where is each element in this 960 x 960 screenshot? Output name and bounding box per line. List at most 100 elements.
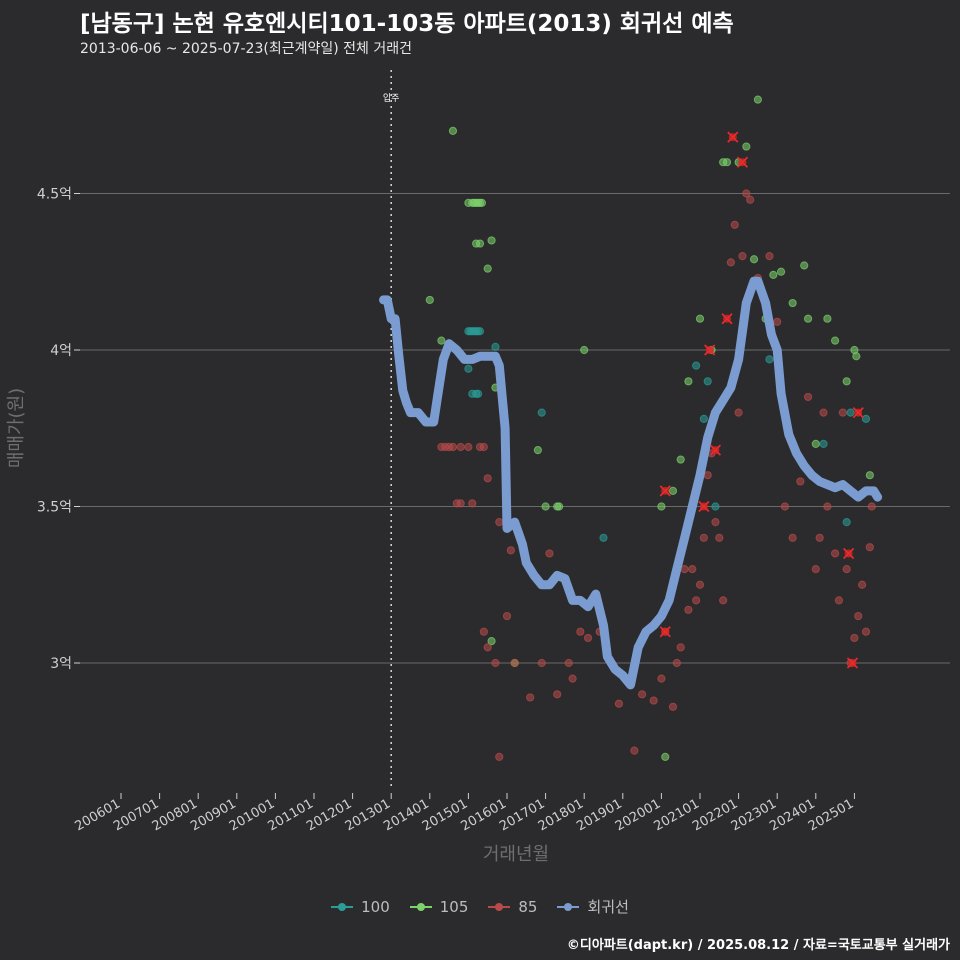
highlight-marker (846, 657, 859, 669)
point-105 (684, 377, 693, 386)
point-105 (580, 345, 589, 355)
point-85 (858, 580, 867, 589)
grid-lines (80, 193, 950, 664)
point-100 (473, 389, 483, 398)
point-85 (788, 533, 797, 542)
point-85 (692, 596, 701, 605)
point-85 (738, 252, 747, 261)
point-105 (555, 502, 564, 511)
point-105 (865, 471, 874, 480)
highlight-marker (721, 313, 733, 325)
y-tick-label: 4.5억 (37, 187, 72, 203)
point-85 (568, 674, 577, 683)
point-100 (846, 408, 855, 417)
point-100 (537, 408, 546, 417)
x-axis-label: 거래년월 (483, 844, 549, 865)
y-axis-label: 매매가(원) (6, 388, 27, 468)
highlight-marker (698, 500, 710, 513)
point-105 (437, 336, 446, 345)
point-85 (479, 442, 488, 452)
point-105 (448, 126, 458, 135)
legend-key-regression (557, 900, 580, 914)
point-85 (468, 499, 477, 508)
legend-item-105: 105 (409, 896, 469, 917)
highlight-cross (721, 313, 733, 325)
point-105 (661, 752, 670, 762)
point-85 (854, 611, 863, 621)
point-85 (861, 627, 871, 636)
point-100 (711, 502, 720, 511)
legend-label-105: 105 (439, 897, 469, 916)
point-85 (638, 690, 647, 699)
point-85 (773, 317, 782, 326)
point-100 (491, 342, 500, 351)
point-85 (668, 702, 678, 711)
legend-key-100 (331, 900, 354, 914)
point-85 (742, 189, 751, 198)
point-85 (564, 658, 573, 668)
point-85 (865, 543, 874, 552)
point-85 (456, 499, 465, 508)
source-credit: ©디아파트(dapt.kr) / 2025.08.12 / 자료=국토교통부 실… (566, 938, 950, 953)
legend-key-85 (488, 900, 511, 914)
point-85 (630, 746, 639, 755)
y-tick-label: 3억 (50, 656, 72, 672)
point-85 (537, 658, 546, 668)
point-105 (776, 267, 786, 276)
point-100 (464, 364, 473, 373)
move-in-annotation: 입주 (383, 70, 400, 790)
highlight-cross (698, 500, 710, 513)
point-105 (477, 198, 487, 207)
point-85 (448, 442, 458, 452)
highlight-cross (709, 444, 722, 456)
highlighted-points (659, 131, 864, 669)
chart-title: [남동구] 논현 유호엔시티101-103동 아파트(2013) 회귀선 예측 (80, 11, 734, 37)
point-100 (819, 439, 828, 448)
highlight-marker (852, 406, 864, 419)
highlight-cross (842, 547, 855, 560)
point-105 (803, 314, 813, 323)
point-105 (842, 377, 851, 386)
point-85 (676, 643, 685, 652)
highlight-cross (852, 406, 864, 419)
legend: 100 105 85 회귀선 (0, 896, 960, 917)
point-85 (780, 502, 790, 511)
point-85 (491, 658, 500, 668)
point-105 (769, 270, 778, 279)
highlight-cross (736, 156, 749, 168)
point-105 (800, 261, 809, 270)
y-tick-label: 4억 (50, 343, 72, 359)
point-105 (475, 239, 485, 248)
highlight-marker (704, 344, 716, 356)
point-85 (765, 252, 774, 261)
point-85 (811, 565, 820, 574)
legend-item-regression: 회귀선 (557, 896, 629, 917)
point-85 (684, 605, 693, 614)
point-85 (823, 502, 832, 511)
point-85 (495, 752, 504, 762)
point-85 (831, 549, 840, 558)
point-85 (506, 546, 515, 555)
highlight-cross (727, 131, 739, 143)
chart-subtitle: 2013-06-06 ~ 2025-07-23(최근계약일) 전체 거래건 (80, 41, 412, 57)
legend-key-105 (409, 900, 432, 914)
point-105 (852, 352, 861, 361)
point-105 (533, 446, 542, 455)
point-100 (765, 355, 774, 364)
point-100 (692, 361, 701, 370)
point-85 (834, 596, 844, 605)
point-85 (850, 633, 859, 643)
point-105 (722, 158, 732, 167)
point-85 (715, 533, 724, 542)
point-105 (695, 314, 705, 323)
point-85 (803, 392, 813, 402)
point-85 (464, 442, 473, 452)
point-85 (483, 474, 492, 483)
point-105 (831, 336, 840, 345)
data-points (425, 95, 876, 762)
point-85 (502, 611, 512, 621)
move-in-label: 입주 (383, 92, 400, 104)
point-105 (753, 95, 763, 104)
highlight-marker (842, 547, 855, 560)
point-105 (676, 455, 685, 464)
